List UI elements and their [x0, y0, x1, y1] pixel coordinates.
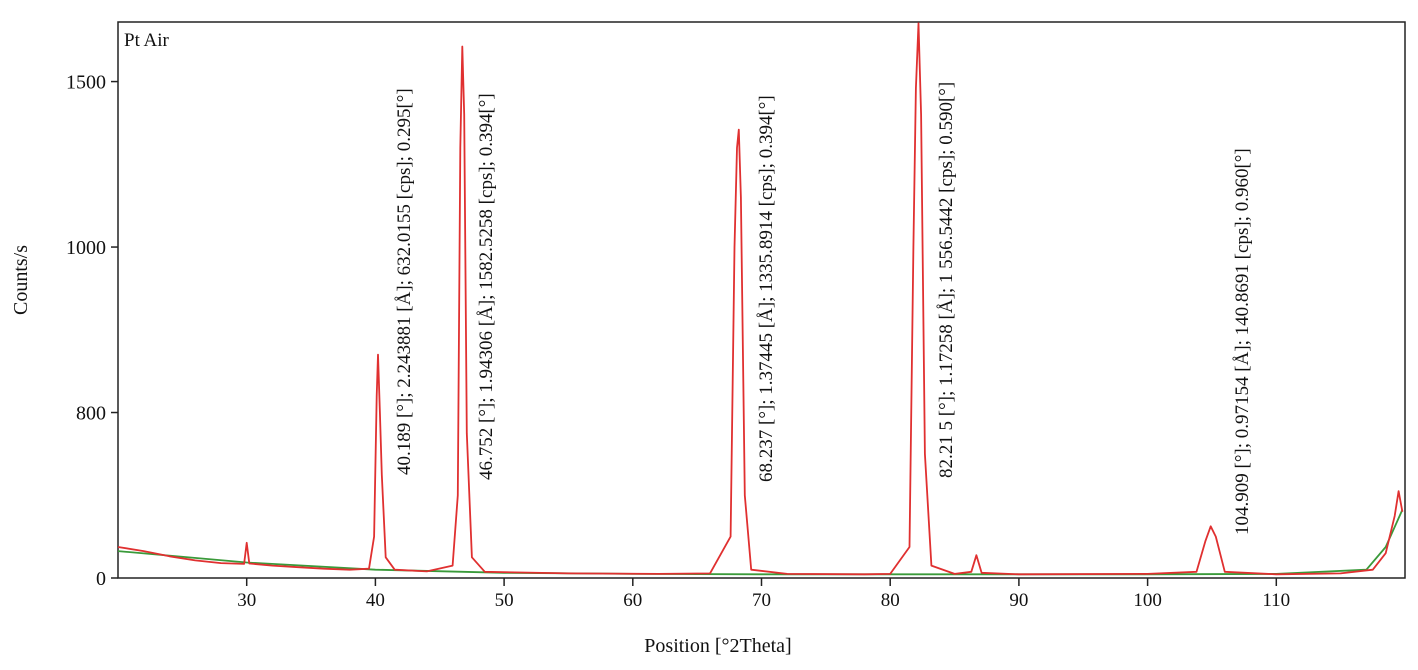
peak-annotation: 46.752 [°]; 1.94306 [Å]; 1582.5258 [cps]…: [476, 93, 497, 480]
peak-annotation: 40.189 [°]; 2.243881 [Å]; 632.0155 [cps]…: [394, 88, 415, 475]
xrd-line: [117, 22, 1404, 576]
x-tick-label: 90: [1009, 590, 1028, 611]
y-axis-label: Counts/s: [10, 245, 32, 315]
x-axis-label: Position [°2Theta]: [644, 635, 791, 657]
x-tick-label: 70: [752, 590, 771, 611]
y-tick-label: 1500: [66, 72, 106, 94]
x-tick-label: 60: [623, 590, 642, 611]
x-tick-label: 40: [366, 590, 385, 611]
x-tick-label: 30: [237, 590, 256, 611]
x-tick-label: 110: [1262, 590, 1290, 611]
sample-label: Pt Air: [124, 30, 170, 51]
x-tick-label: 100: [1133, 590, 1162, 611]
y-tick-label: 800: [76, 403, 106, 425]
y-tick-label: 0: [96, 568, 106, 590]
peak-annotation: 104.909 [°]; 0.97154 [Å]; 140.8691 [cps]…: [1232, 148, 1253, 535]
y-tick-label: 1000: [66, 237, 106, 259]
x-tick-label: 80: [881, 590, 900, 611]
xrd-line: [117, 509, 1404, 576]
x-tick-label: 50: [495, 590, 514, 611]
peak-annotation: 68.237 [°]; 1.37445 [Å]; 1335.8914 [cps]…: [756, 95, 777, 482]
peak-annotation: 82.21 5 [°]; 1.17258 [Å]; 1 556.5442 [cp…: [936, 82, 957, 478]
